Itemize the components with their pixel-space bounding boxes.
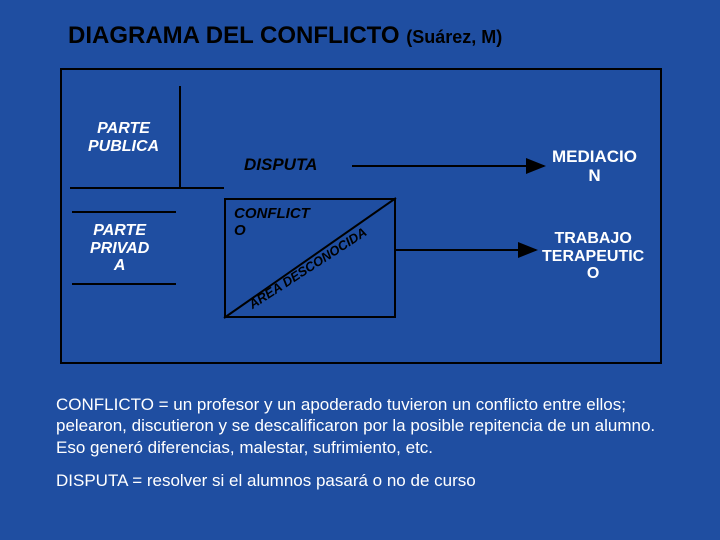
- title-main: DIAGRAMA DEL CONFLICTO: [68, 22, 400, 49]
- label-disputa: DISPUTA: [244, 156, 317, 175]
- label-parte-privada: PARTEPRIVADA: [90, 222, 149, 275]
- label-parte-publica: PARTEPUBLICA: [88, 120, 159, 155]
- box-conflicto-label1: CONFLICT: [234, 206, 386, 223]
- footer-text: CONFLICTO = un profesor y un apoderado t…: [56, 394, 672, 491]
- slide-title: DIAGRAMA DEL CONFLICTO (Suárez, M): [68, 22, 502, 50]
- label-trabajo: TRABAJOTERAPEUTICO: [542, 230, 644, 283]
- footer-conflicto: CONFLICTO = un profesor y un apoderado t…: [56, 394, 672, 458]
- title-sub: (Suárez, M): [406, 27, 502, 47]
- footer-disputa: DISPUTA = resolver si el alumnos pasará …: [56, 470, 672, 491]
- label-mediacion: MEDIACION: [552, 148, 637, 185]
- slide: DIAGRAMA DEL CONFLICTO (Suárez, M) PARTE…: [0, 0, 720, 540]
